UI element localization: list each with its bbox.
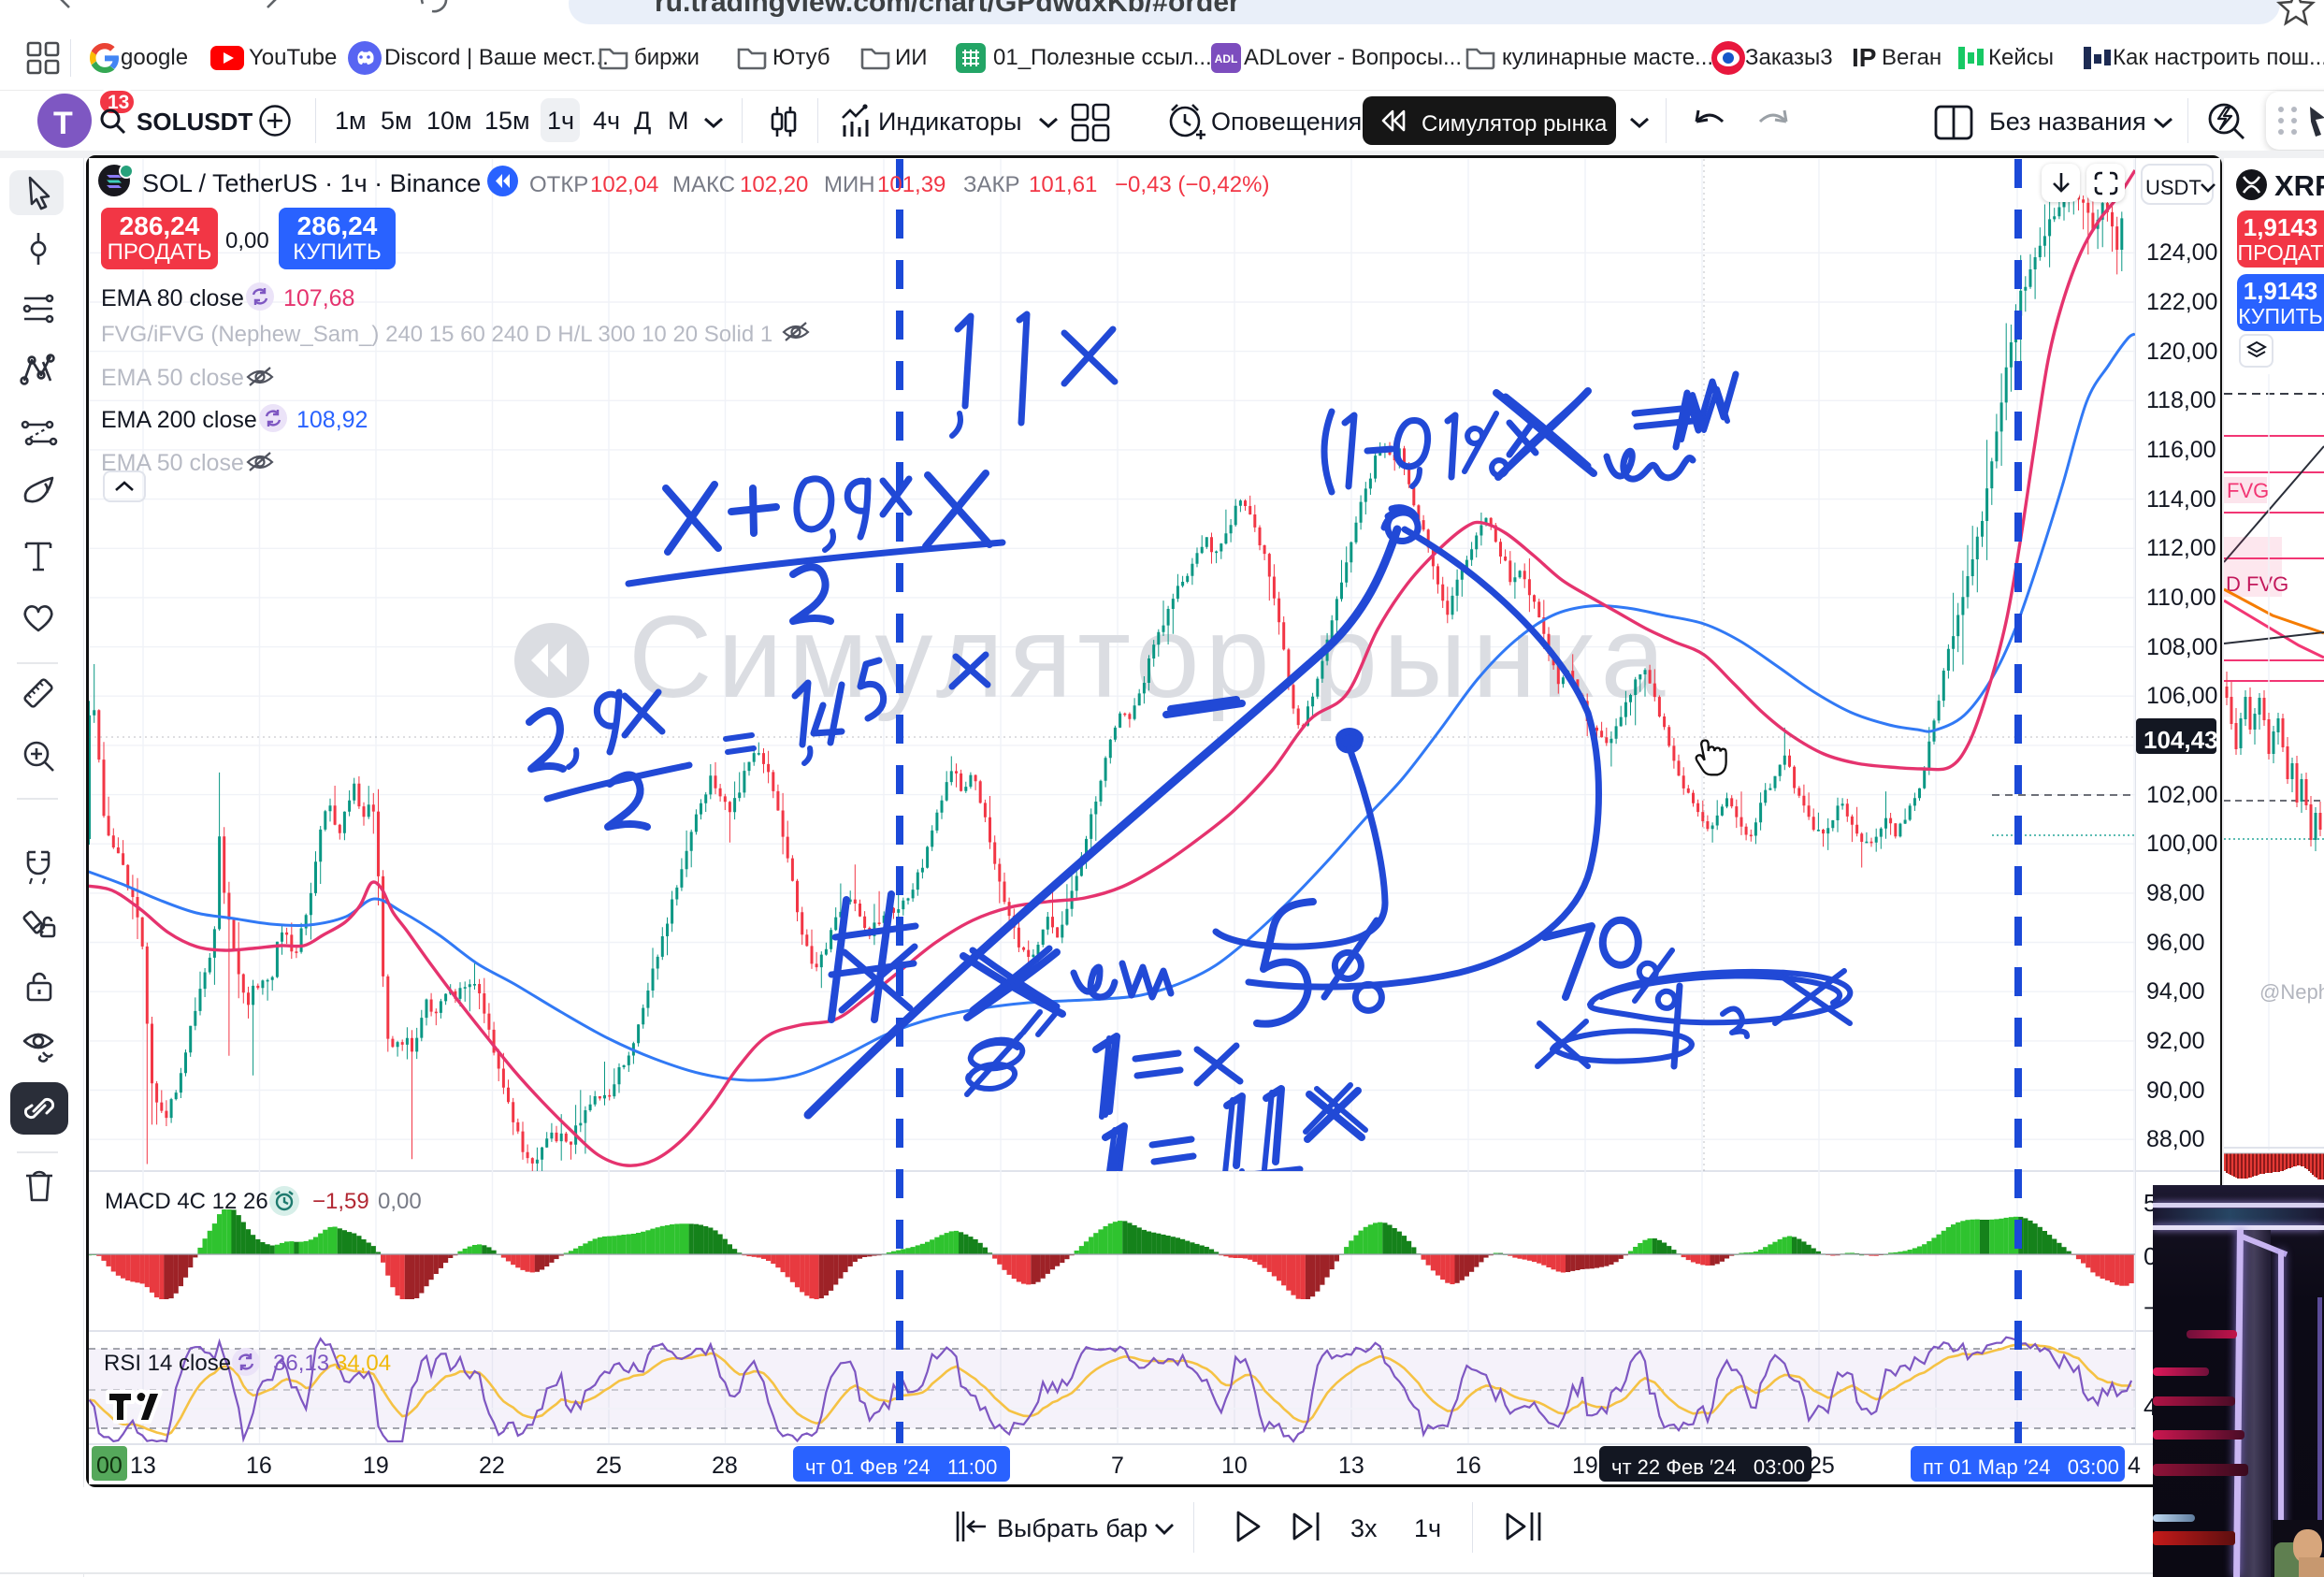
svg-text:D FVG: D FVG <box>2226 572 2288 596</box>
svg-text:FVG: FVG <box>2227 479 2269 502</box>
svg-text:ADL: ADL <box>1215 52 1238 65</box>
